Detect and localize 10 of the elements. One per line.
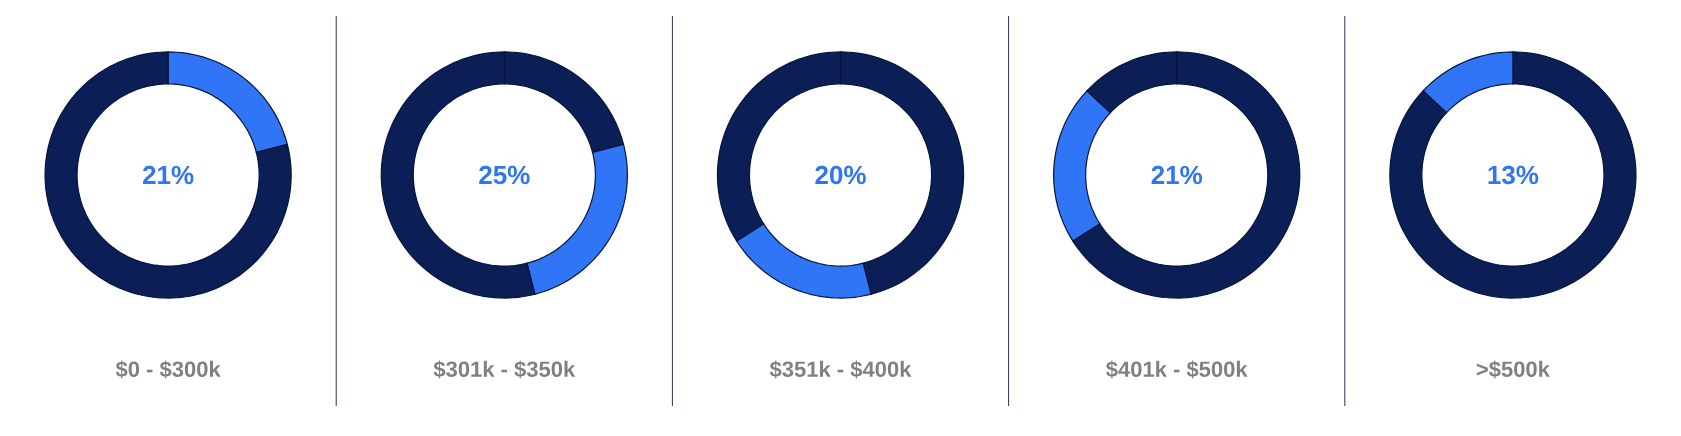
text: $401k - $500k: [1106, 360, 1248, 379]
text: 21%: [143, 165, 194, 185]
text: 13%: [1488, 165, 1539, 185]
text: 25%: [479, 165, 530, 185]
text: >$500k: [1476, 360, 1550, 379]
text: 20%: [815, 165, 866, 185]
text: 21%: [1151, 165, 1203, 185]
text: $351k - $400k: [769, 360, 912, 379]
text: $0 - $300k: [115, 360, 221, 379]
text: $301k - $350k: [433, 360, 576, 379]
